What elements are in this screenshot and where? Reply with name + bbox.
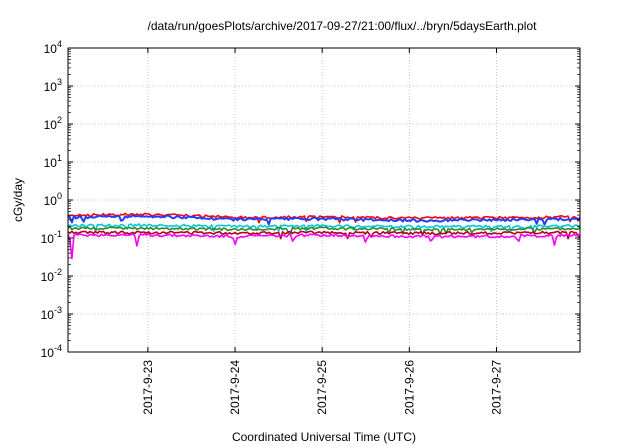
y-tick-label: 103	[44, 77, 62, 94]
y-tick-label: 10-1	[41, 229, 62, 246]
y-tick-label: 101	[44, 153, 62, 170]
x-tick-label: 2017-9-23	[141, 360, 155, 415]
gridlines	[68, 48, 580, 352]
series-line	[67, 230, 581, 240]
y-axis-label: cGy/day	[11, 178, 25, 222]
series-line	[67, 233, 581, 260]
chart-title: /data/run/goesPlots/archive/2017-09-27/2…	[148, 19, 538, 33]
x-tick-label: 2017-9-26	[402, 360, 416, 415]
x-tick-label: 2017-9-27	[489, 360, 503, 415]
x-tick-labels: 2017-9-23 2017-9-24 2017-9-25 2017-9-26 2017…	[141, 48, 503, 415]
y-tick-label: 104	[44, 39, 62, 56]
series-line	[67, 214, 581, 226]
y-tick-label: 100	[44, 191, 62, 208]
series-line	[67, 212, 581, 224]
series-line	[67, 223, 581, 233]
series-line	[67, 226, 581, 236]
y-tick-label: 10-2	[41, 267, 62, 284]
y-tick-label: 10-4	[41, 343, 62, 360]
y-tick-labels: 10-4 10-3 10-2 10-1 100 101 102 103 104	[41, 39, 580, 360]
x-axis-label: Coordinated Universal Time (UTC)	[232, 430, 416, 444]
y-tick-label: 102	[44, 115, 62, 132]
y-tick-label: 10-3	[41, 305, 62, 322]
series-group	[67, 212, 581, 260]
x-tick-label: 2017-9-24	[228, 360, 242, 415]
x-tick-label: 2017-9-25	[315, 360, 329, 415]
